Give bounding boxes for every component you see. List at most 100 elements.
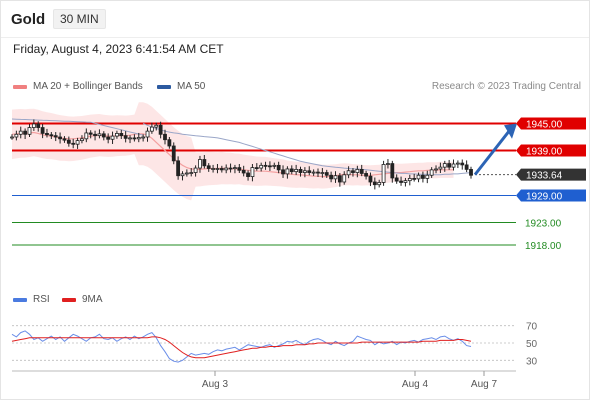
legend-ma50: MA 50 <box>157 81 205 92</box>
level-tag-1939.00 <box>516 144 586 157</box>
level-tag-1933.64 <box>516 168 586 181</box>
candle-body <box>412 177 417 180</box>
candle-body <box>184 172 189 175</box>
level-label-1918.00: 1918.00 <box>525 241 562 252</box>
candle-body <box>136 137 141 140</box>
candle-body <box>27 127 32 135</box>
candle-body <box>359 168 364 174</box>
candle-body <box>110 135 115 140</box>
candle-body <box>464 164 469 170</box>
rsi-tick-50: 50 <box>526 339 538 350</box>
candle-body <box>93 133 97 137</box>
candle-body <box>10 136 14 139</box>
candle-body <box>307 170 312 173</box>
candle-body <box>80 138 84 142</box>
candle-body <box>394 177 399 182</box>
candle-body <box>233 167 237 170</box>
candle-body <box>381 164 386 183</box>
candle-body <box>460 162 465 166</box>
candle-body <box>206 165 211 169</box>
projection-arrow <box>473 130 511 176</box>
level-tag-1929.00 <box>516 189 586 202</box>
candle-body <box>88 132 93 135</box>
candle-body <box>45 132 49 136</box>
candle-body <box>145 130 150 138</box>
candle-body <box>167 139 172 147</box>
candle-body <box>250 167 255 178</box>
ma20-swatch-icon <box>13 84 27 89</box>
ma50-line <box>142 123 472 176</box>
candle-body <box>189 172 194 174</box>
candle-body <box>442 163 447 168</box>
candle-body <box>346 170 351 176</box>
candle-body <box>416 174 421 180</box>
candle-body <box>368 175 373 183</box>
candle-body <box>154 124 159 128</box>
level-tag-1945.00 <box>516 117 586 130</box>
rsi-tick-30: 30 <box>526 356 538 367</box>
candle-body <box>31 123 36 128</box>
candle-body <box>407 177 412 182</box>
candle-body <box>377 182 382 186</box>
candle-body <box>246 172 250 177</box>
candle-body <box>316 171 320 174</box>
candle-body <box>268 165 272 168</box>
candle-body <box>215 168 220 170</box>
x-tick-label: Aug 3 <box>202 379 229 390</box>
candle-body <box>351 170 355 173</box>
legend-ma20-label: MA 20 + Bollinger Bands <box>33 81 143 92</box>
candle-body <box>298 168 303 173</box>
candle-body <box>228 167 233 170</box>
candle-body <box>193 167 198 173</box>
legend-rsi-label: RSI <box>33 294 50 305</box>
candle-body <box>438 166 443 170</box>
candle-body <box>71 142 76 145</box>
level-label-1923.00: 1923.00 <box>525 219 562 230</box>
candle-body <box>302 170 307 173</box>
candle-body <box>106 136 111 140</box>
candle-body <box>337 175 342 183</box>
candle-body <box>84 132 89 140</box>
candle-body <box>66 139 71 144</box>
candle-body <box>36 123 41 128</box>
candle-body <box>254 167 259 170</box>
candle-body <box>329 174 334 180</box>
candle-body <box>399 180 403 183</box>
candle-body <box>171 145 176 162</box>
candle-body <box>403 180 408 183</box>
candle-body <box>324 172 329 176</box>
candle-body <box>128 137 132 140</box>
timeframe-badge[interactable]: 30 MIN <box>53 9 106 29</box>
candle-body <box>320 172 325 174</box>
candle-body <box>421 174 425 179</box>
candle-body <box>141 136 146 139</box>
candle-body <box>364 173 368 177</box>
candle-body <box>285 168 290 175</box>
candle-body <box>149 126 154 132</box>
x-tick-label: Aug 4 <box>402 379 429 390</box>
level-label-1933.64: 1933.64 <box>526 171 563 182</box>
header-bar: Gold 30 MIN <box>1 1 589 38</box>
legend-rsi-ma-label: 9MA <box>82 294 103 305</box>
candle-body <box>14 133 19 138</box>
level-label-1939.00: 1939.00 <box>526 147 563 158</box>
candle-body <box>311 171 316 174</box>
legend-ma20: MA 20 + Bollinger Bands <box>13 81 143 92</box>
candle-body <box>294 168 299 173</box>
projection-arrowhead <box>504 123 517 139</box>
candle-body <box>342 174 347 183</box>
candle-body <box>49 134 54 137</box>
candle-body <box>119 132 124 137</box>
datetime-label: Friday, August 4, 2023 6:41:54 AM CET <box>13 42 224 56</box>
candle-body <box>429 169 434 176</box>
candle-body <box>237 167 242 171</box>
candle-body <box>263 164 268 167</box>
candle-body <box>259 164 264 169</box>
candle-body <box>224 167 229 171</box>
candle-body <box>75 140 80 145</box>
candle-body <box>23 130 28 135</box>
candle-body <box>62 138 67 141</box>
candle-body <box>355 168 360 173</box>
